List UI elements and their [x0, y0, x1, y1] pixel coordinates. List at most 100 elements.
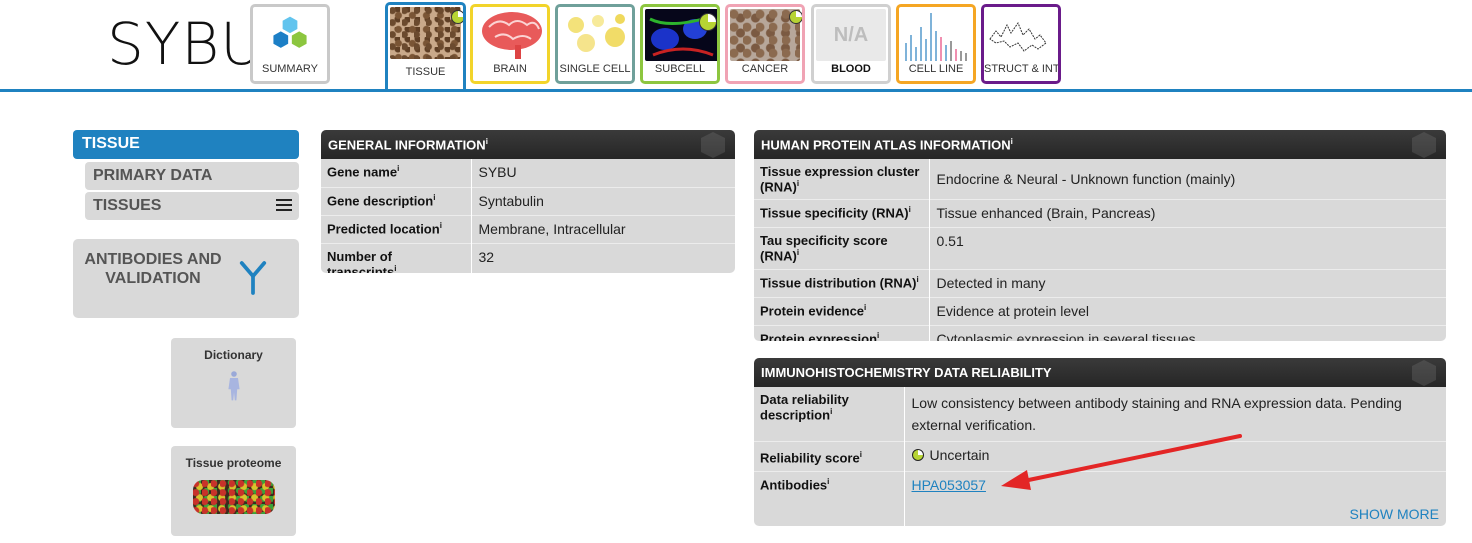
uncertain-reliability-icon — [911, 449, 924, 461]
hpa-information-panel: HUMAN PROTEIN ATLAS INFORMATIONi Tissue … — [754, 130, 1446, 341]
annotation-arrow-icon — [1001, 434, 1242, 490]
gene-title: SYBU — [107, 10, 264, 78]
antibody-link[interactable]: HPA053057 — [911, 477, 986, 493]
protein-structure-icon — [989, 21, 1047, 52]
hexagon-decor-icon — [1412, 132, 1436, 158]
info-icon[interactable]: i — [397, 164, 400, 173]
info-icon[interactable]: i — [485, 137, 488, 146]
single-cell-umap-icon — [568, 14, 625, 52]
info-icon[interactable]: i — [916, 274, 919, 284]
general-information-header: GENERAL INFORMATIONi — [321, 130, 735, 159]
reliability-score: Uncertain — [929, 447, 990, 463]
info-icon[interactable]: i — [796, 248, 800, 258]
human-body-icon — [227, 371, 240, 401]
reliability-description: Low consistency between antibody stainin… — [911, 395, 1402, 433]
general-information-panel: GENERAL INFORMATIONi Gene namei SYBU Gene… — [321, 130, 735, 273]
info-icon[interactable]: i — [830, 407, 833, 416]
tab-struct-int[interactable]: STRUCT & INT — [981, 4, 1061, 84]
row-value: Endocrine & Neural - Unknown function (m… — [936, 171, 1236, 187]
info-icon[interactable]: i — [864, 302, 867, 312]
tab-single-cell-label: SINGLE CELL — [559, 63, 631, 75]
info-icon[interactable]: i — [394, 263, 397, 273]
tab-blood[interactable]: N/A BLOOD — [811, 4, 891, 84]
tab-subcell-label: SUBCELL — [654, 63, 706, 75]
table-row: Tissue expression cluster (RNA)i Endocrin… — [754, 159, 1446, 200]
info-icon[interactable]: i — [796, 179, 800, 188]
sidebar-item-tissues[interactable]: TISSUES — [85, 192, 299, 220]
row-key: Predicted location — [327, 220, 440, 236]
row-value: Evidence at protein level — [929, 296, 1446, 326]
row-key: Antibodies — [760, 477, 828, 493]
tissue-proteome-label: Tissue proteome — [185, 456, 282, 470]
ihc-reliability-header: IMMUNOHISTOCHEMISTRY DATA RELIABILITY — [754, 358, 1446, 387]
info-icon[interactable]: i — [877, 330, 880, 340]
row-value: 32 — [471, 242, 735, 273]
row-value: 0.51 — [929, 227, 1446, 270]
general-information-table: Gene namei SYBU Gene descriptioni Syntabul… — [321, 159, 735, 273]
header-divider — [0, 89, 1472, 92]
table-row: Number of transcriptsi 32 — [321, 242, 735, 274]
row-key: Tissue distribution (RNA) — [760, 274, 917, 290]
row-key: Tissue expression cluster (RNA) — [760, 164, 920, 195]
ihc-reliability-title: IMMUNOHISTOCHEMISTRY DATA RELIABILITY — [761, 365, 1052, 380]
table-row: Tau specificity score (RNA)i 0.51 — [754, 227, 1446, 270]
info-icon[interactable]: i — [433, 192, 436, 202]
antibodies-validation-label: ANTIBODIES AND VALIDATION — [84, 251, 222, 287]
table-row: Tissue specificity (RNA)i Tissue enhanced… — [754, 199, 1446, 228]
row-key: Gene name — [327, 164, 398, 180]
tab-blood-label: BLOOD — [831, 63, 871, 75]
cancer-reliability-icon — [789, 10, 802, 24]
table-row: Protein evidencei Evidence at protein lev… — [754, 296, 1446, 326]
sidebar-item-tissue[interactable]: TISSUE — [73, 130, 299, 159]
tab-summary[interactable]: SUMMARY — [250, 4, 330, 84]
table-row: Gene namei SYBU — [321, 159, 735, 187]
tab-brain-label: BRAIN — [493, 63, 527, 75]
row-value: Tissue enhanced (Brain, Pancreas) — [929, 199, 1446, 228]
info-icon[interactable]: i — [1010, 137, 1013, 146]
tab-cell-line[interactable]: CELL LINE — [896, 4, 976, 84]
hpa-information-header: HUMAN PROTEIN ATLAS INFORMATIONi — [754, 130, 1446, 159]
tab-tissue[interactable]: TISSUE — [385, 2, 466, 92]
row-key: Reliability score — [760, 450, 860, 466]
hpa-information-table: Tissue expression cluster (RNA)i Endocrin… — [754, 159, 1446, 341]
hamburger-menu-icon[interactable] — [276, 199, 292, 211]
table-row: Reliability scorei Uncertain — [754, 441, 1446, 472]
info-icon[interactable]: i — [859, 450, 862, 459]
sidebar-item-antibodies-validation[interactable]: ANTIBODIES AND VALIDATION — [73, 239, 299, 318]
info-icon[interactable]: i — [827, 477, 830, 486]
table-row: Tissue distribution (RNA)i Detected in ma… — [754, 268, 1446, 298]
row-value: SYBU — [478, 164, 517, 180]
info-icon[interactable]: i — [439, 220, 442, 230]
tab-summary-label: SUMMARY — [261, 63, 319, 75]
blood-na-placeholder: N/A — [816, 9, 886, 61]
hexagon-decor-icon — [701, 132, 725, 158]
table-row: Protein expressioni Cytoplasmic expressio… — [754, 324, 1446, 341]
row-value: Membrane, Intracellular — [471, 214, 735, 243]
brain-icon — [482, 12, 542, 59]
info-icon[interactable]: i — [908, 205, 911, 215]
tab-struct-int-label: STRUCT & INT — [984, 63, 1060, 75]
table-row: Antibodiesi HPA053057 — [754, 471, 1446, 526]
row-key: Data reliability description — [760, 392, 849, 423]
sidebar-item-primary-data[interactable]: PRIMARY DATA — [85, 162, 299, 190]
tissue-proteome-box[interactable]: Tissue proteome — [171, 446, 296, 536]
row-value: Syntabulin — [471, 186, 735, 215]
sidebar-item-primary-data-label: PRIMARY DATA — [93, 167, 213, 184]
ihc-reliability-panel: IMMUNOHISTOCHEMISTRY DATA RELIABILITY Da… — [754, 358, 1446, 526]
row-key: Tissue specificity (RNA) — [760, 205, 909, 221]
tab-subcell[interactable]: SUBCELL — [640, 4, 720, 84]
show-more-button[interactable]: SHOW MORE — [1349, 506, 1439, 522]
subcell-reliability-icon — [699, 13, 717, 31]
subcell-icon — [645, 9, 717, 61]
dictionary-box[interactable]: Dictionary — [171, 338, 296, 428]
tab-brain[interactable]: BRAIN — [470, 4, 550, 84]
table-row: Data reliability descriptioni Low consis… — [754, 387, 1446, 442]
dictionary-label: Dictionary — [204, 348, 263, 362]
row-value: Cytoplasmic expression in several tissue… — [929, 324, 1446, 341]
tab-single-cell[interactable]: SINGLE CELL — [555, 4, 635, 84]
row-key: Number of transcripts — [327, 248, 395, 274]
ihc-reliability-table: Data reliability descriptioni Low consis… — [754, 387, 1446, 526]
row-key: Protein evidence — [760, 302, 865, 318]
tab-cancer-label: CANCER — [741, 63, 789, 75]
tab-cancer[interactable]: CANCER — [725, 4, 805, 84]
